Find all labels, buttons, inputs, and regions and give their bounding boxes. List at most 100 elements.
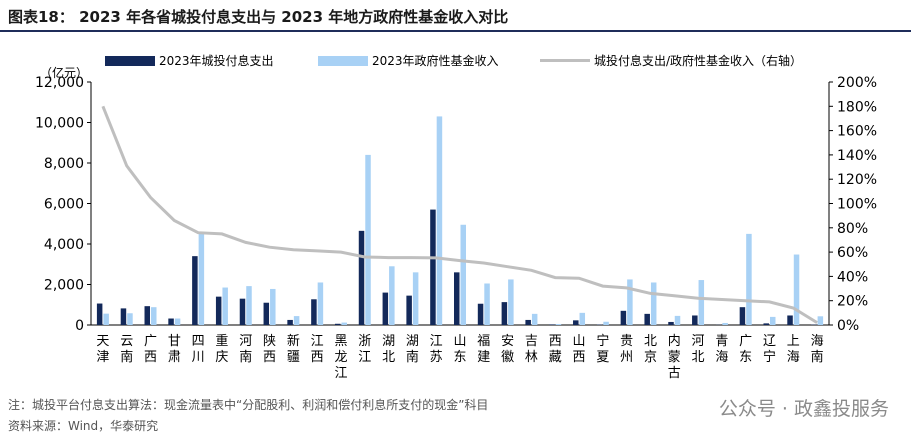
x-tick-label-char: 古 (668, 366, 681, 381)
bar-interest (144, 306, 151, 325)
x-tick-label-char: 海 (811, 334, 824, 349)
bar-interest (763, 323, 769, 325)
x-tick-label-char: 河 (692, 334, 705, 349)
bar-fund (293, 316, 300, 325)
x-tick-label-char: 重 (215, 333, 228, 349)
watermark: 公众号 · 政鑫投服务 (718, 398, 889, 420)
x-tick-label-char: 东 (739, 350, 752, 365)
x-tick-label-char: 海 (715, 350, 728, 365)
bar-fund (270, 288, 276, 325)
x-tick-label-char: 内 (668, 333, 681, 349)
x-tick-label-char: 藏 (549, 350, 562, 365)
bar-interest (406, 295, 412, 325)
bar-interest (287, 319, 293, 325)
x-tick-label-char: 南 (239, 349, 252, 365)
bar-interest (263, 302, 270, 325)
bar-fund (412, 272, 419, 325)
x-tick-label-char: 南 (406, 349, 419, 365)
x-tick-label-char: 青 (715, 334, 728, 349)
bar-interest (239, 298, 246, 325)
x-tick-label-char: 湖 (406, 334, 419, 349)
x-tick-label-char: 州 (620, 350, 633, 365)
bar-fund (222, 287, 228, 325)
bar-interest (644, 313, 650, 325)
x-tick-label-char: 广 (144, 334, 157, 349)
x-tick-label-char: 龙 (334, 350, 347, 365)
y-right-tick-label: 180% (837, 99, 877, 115)
bar-fund (603, 321, 609, 325)
bar-interest (692, 315, 698, 325)
bar-fund (793, 254, 800, 325)
x-tick-label-char: 云 (120, 334, 133, 349)
x-tick-label-char: 陕 (263, 334, 276, 349)
y-right-tick-label: 60% (837, 245, 868, 261)
x-tick-label-char: 京 (644, 350, 657, 365)
x-tick-label-char: 宁 (763, 349, 776, 365)
bar-fund (174, 318, 181, 325)
x-tick-label-char: 河 (239, 334, 252, 349)
y-left-tick-label: 2,000 (44, 278, 84, 294)
bar-fund (127, 313, 133, 325)
bar-interest (430, 209, 436, 325)
bar-fund (389, 266, 395, 325)
x-tick-label-char: 宁 (596, 333, 609, 349)
bar-fund (698, 280, 705, 325)
bar-interest (501, 302, 508, 325)
x-tick-label-char: 东 (453, 350, 466, 365)
y-right-tick-label: 20% (837, 294, 868, 310)
x-tick-label-char: 广 (739, 334, 752, 349)
legend-swatch-interest (105, 55, 155, 66)
bar-interest (311, 299, 317, 325)
bar-fund (579, 312, 586, 325)
bar-fund (436, 116, 443, 325)
y-left-unit-label: （亿元） (40, 66, 89, 80)
bar-interest (573, 320, 579, 325)
x-tick-label-char: 天 (96, 334, 109, 349)
bar-fund (746, 233, 752, 325)
y-right-tick-label: 140% (837, 148, 877, 164)
bar-fund (484, 283, 490, 325)
x-tick-label-char: 甘 (168, 334, 181, 349)
bar-interest (358, 230, 365, 325)
bar-fund (817, 316, 824, 325)
x-tick-label-char: 疆 (287, 350, 300, 365)
x-tick-label-char: 辽 (763, 334, 776, 349)
bar-fund (365, 154, 371, 325)
bar-interest (120, 308, 127, 325)
y-right-tick-label: 40% (837, 269, 868, 285)
legend-item-interest: 2023年城投付息支出 (105, 52, 274, 69)
bar-fund (722, 322, 728, 325)
x-tick-label-char: 新 (287, 333, 300, 349)
x-tick-label-char: 西 (573, 350, 586, 365)
bar-fund (246, 286, 252, 325)
x-tick-label-char: 苏 (430, 349, 443, 365)
bar-interest (525, 319, 531, 325)
x-tick-label-char: 江 (430, 334, 443, 349)
x-tick-label-char: 吉 (525, 334, 538, 349)
combo-chart: 0 2,000 4,000 6,000 8,000 10,000 12,000 0% 20% 40… (35, 75, 877, 381)
y-right-tick-label: 160% (837, 124, 877, 140)
legend-swatch-ratio (540, 59, 590, 62)
y-left-tick-label: 6,000 (44, 197, 84, 213)
x-tick-label-char: 上 (787, 334, 800, 349)
y-right-tick-label: 100% (837, 197, 877, 213)
bar-fund (317, 282, 324, 325)
x-tick-label-char: 江 (334, 366, 347, 381)
chart-legend: 2023年城投付息支出 2023年政府性基金收入 城投付息支出/政府性基金收入（… (0, 52, 911, 72)
bar-fund (769, 316, 776, 325)
x-tick-label-char: 山 (573, 334, 586, 349)
x-tick-label-char: 西 (144, 350, 157, 365)
bar-fund (341, 322, 347, 325)
bar-fund (555, 323, 562, 325)
bar-interest (382, 292, 389, 325)
x-tick-label-char: 江 (358, 350, 371, 365)
bar-interest (620, 310, 627, 325)
x-tick-label-char: 津 (96, 350, 109, 365)
y-left-tick-label: 0 (75, 318, 84, 334)
x-tick-label-char: 北 (692, 350, 705, 365)
x-tick-label-char: 西 (549, 334, 562, 349)
footnote: 注：城投平台付息支出算法：现金流量表中“分配股利、利润和偿付利息所支付的现金”科… (8, 398, 489, 412)
x-tick-label-char: 福 (477, 334, 490, 349)
x-tick-label-char: 安 (501, 334, 514, 349)
x-tick-label-char: 南 (811, 349, 824, 365)
